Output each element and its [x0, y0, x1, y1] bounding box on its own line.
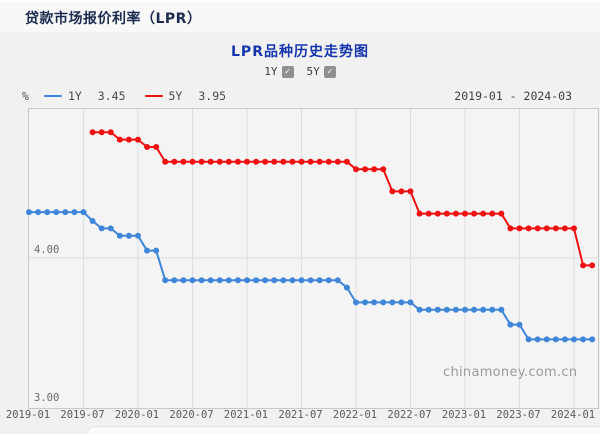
y-axis-unit: %	[22, 88, 29, 103]
toggle-5y-checkbox[interactable]: ✓	[323, 65, 336, 78]
toggle-1y-checkbox[interactable]: ✓	[281, 65, 294, 78]
plot-area: chinamoney.com.cn 4.00 3.00	[26, 108, 599, 409]
x-axis: 2019-01 2019-07 2020-01 2020-07 2021-01 2021-…	[0, 409, 600, 423]
legend-swatch-5y	[144, 94, 163, 97]
check-icon: ✓	[284, 66, 291, 77]
x-axis-tick-label: 2019-07	[60, 409, 105, 421]
x-axis-tick-label: 2021-07	[278, 409, 323, 421]
x-axis-tick-label: 2019-01	[5, 409, 51, 421]
legend-value-5y: 3.95	[198, 88, 227, 103]
next-card-edge	[88, 427, 600, 434]
lpr-trend-chart	[26, 109, 598, 408]
legend-swatch-1y	[43, 94, 62, 97]
x-axis-tick-label: 2020-07	[169, 409, 214, 421]
watermark: chinamoney.com.cn	[443, 365, 578, 380]
x-axis-tick-label: 2021-01	[223, 409, 269, 421]
check-icon: ✓	[327, 66, 333, 77]
toggle-1y-label: 1Y	[264, 65, 278, 78]
page-title: 贷款市场报价利率（LPR）	[25, 11, 202, 27]
legend-name-1y: 1Y	[67, 88, 82, 103]
x-axis-tick-label: 2023-01	[441, 409, 487, 421]
date-range-label: 2019-01 - 2024-03	[454, 88, 572, 103]
toggle-5y-label: 5Y	[306, 65, 320, 78]
legend-value-1y: 3.45	[97, 88, 126, 103]
legend: % 1Y 3.45 5Y 3.95 2019-01 - 2024-03	[22, 88, 572, 103]
series-toggles: 1Y ✓ 5Y ✓	[0, 65, 600, 78]
page-header: 贷款市场报价利率（LPR）	[0, 0, 600, 32]
x-axis-tick-label: 2023-07	[496, 409, 541, 421]
x-axis-tick-label: 2020-01	[114, 409, 160, 421]
x-axis-tick-label: 2024-01	[550, 409, 596, 421]
x-axis-tick-label: 2022-01	[332, 409, 378, 421]
y-axis-tick-label: 4.00	[34, 244, 60, 256]
x-axis-tick-label: 2022-07	[387, 409, 432, 421]
legend-name-5y: 5Y	[168, 88, 183, 103]
y-axis-tick-label: 3.00	[34, 392, 60, 404]
chart-title: LPR品种历史走势图	[231, 44, 369, 60]
